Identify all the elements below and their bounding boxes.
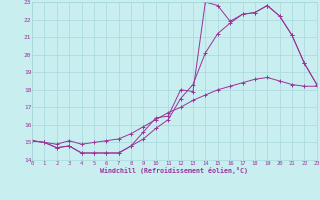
X-axis label: Windchill (Refroidissement éolien,°C): Windchill (Refroidissement éolien,°C) bbox=[100, 167, 248, 174]
